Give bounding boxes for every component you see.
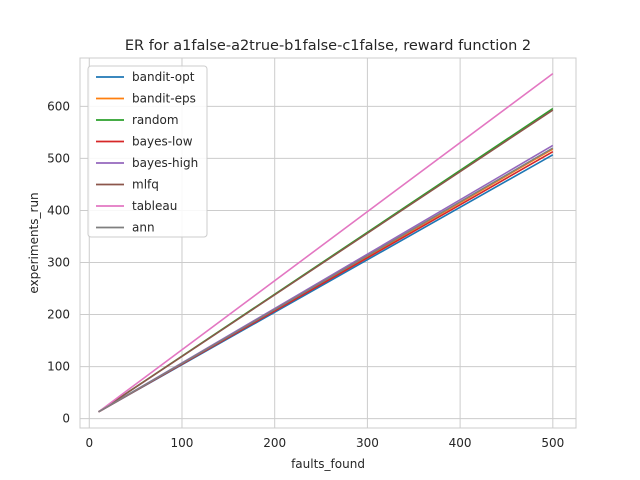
y-tick-labels: 0 100 200 300 400 500 600 xyxy=(47,99,70,425)
y-tick-label: 0 xyxy=(62,412,70,426)
legend-label: bandit-eps xyxy=(132,92,196,106)
series-line-ann xyxy=(98,147,554,413)
x-tick-label: 100 xyxy=(171,436,194,450)
x-tick-label: 400 xyxy=(449,436,472,450)
legend-frame xyxy=(87,65,208,238)
y-tick-label: 600 xyxy=(47,99,70,113)
x-tick-label: 200 xyxy=(263,436,286,450)
y-tick-label: 300 xyxy=(47,256,70,270)
series-line-mlfq xyxy=(98,109,554,413)
legend-label: bayes-low xyxy=(132,135,193,149)
legend-label: ann xyxy=(132,221,155,235)
x-tick-label: 500 xyxy=(541,436,564,450)
y-tick-label: 100 xyxy=(47,360,70,374)
legend-label: random xyxy=(132,113,179,127)
y-tick-label: 200 xyxy=(47,308,70,322)
legend: bandit-opt bandit-eps random bayes-low bayes… xyxy=(87,65,208,238)
x-tick-label: 0 xyxy=(85,436,93,450)
chart-title: ER for a1false-a2true-b1false-c1false, r… xyxy=(125,38,531,54)
y-axis-label: experiments_run xyxy=(27,192,41,293)
legend-label: bandit-opt xyxy=(132,70,195,84)
y-tick-label: 500 xyxy=(47,151,70,165)
y-tick-label: 400 xyxy=(47,203,70,217)
legend-label: tableau xyxy=(132,199,177,213)
x-tick-labels: 0 100 200 300 400 500 xyxy=(85,436,564,450)
x-tick-label: 300 xyxy=(356,436,379,450)
grid xyxy=(80,58,576,428)
x-axis-label: faults_found xyxy=(291,457,365,471)
legend-label: mlfq xyxy=(132,178,159,192)
series-line-tableau xyxy=(98,72,554,413)
series-lines xyxy=(98,72,554,413)
legend-label: bayes-high xyxy=(132,156,198,170)
plot-frame xyxy=(79,57,577,429)
